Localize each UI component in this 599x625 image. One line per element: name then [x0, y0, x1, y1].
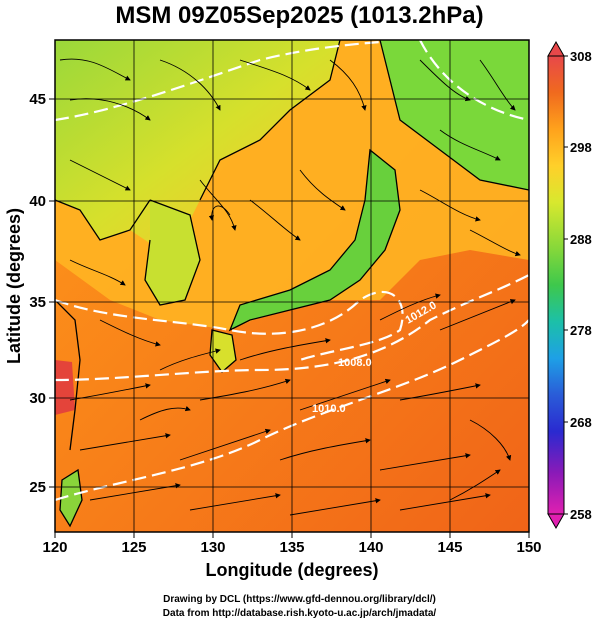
- colorbar-upper-arrow: [547, 40, 565, 57]
- isobar-label-1008: 1008.0: [338, 357, 372, 369]
- y-tick-25: 25: [29, 479, 46, 496]
- x-tick-marks: [54, 532, 530, 538]
- colorbar-lower-arrow: [547, 513, 565, 530]
- coastline-honshu: [228, 148, 401, 332]
- coastline-kyushu: [209, 329, 237, 373]
- coastlines: [55, 40, 529, 528]
- korean-peninsula: [145, 200, 200, 305]
- isobar-label-1010: 1010.0: [312, 403, 346, 415]
- map-title: MSM 09Z05Sep2025 (1013.2hPa): [115, 2, 484, 29]
- isobars: [55, 40, 529, 502]
- coastline-korea: [144, 199, 201, 306]
- x-tick-125: 125: [121, 539, 146, 556]
- colorbar-tick-268: 268: [570, 415, 592, 430]
- colorbar-tick-308: 308: [570, 49, 592, 64]
- lat-lon-grid: [55, 40, 529, 532]
- y-tick-35: 35: [29, 294, 46, 311]
- colorbar-tick-288: 288: [570, 232, 592, 247]
- colorbar: 308 298 288 278 268 258: [547, 40, 592, 530]
- warm-patch-east-china-sea: [55, 360, 75, 415]
- x-axis-label: Longitude (degrees): [205, 560, 378, 580]
- x-tick-145: 145: [437, 539, 462, 556]
- honshu-island: [230, 150, 400, 330]
- y-tick-45: 45: [29, 91, 46, 108]
- credits: Drawing by DCL (https://www.gfd-dennou.o…: [0, 593, 599, 621]
- y-axis-label: Latitude (degrees): [4, 208, 24, 364]
- x-tick-140: 140: [358, 539, 383, 556]
- y-tick-40: 40: [29, 193, 46, 210]
- colorbar-tick-258: 258: [570, 507, 592, 522]
- x-tick-150: 150: [516, 539, 541, 556]
- coastline-primorye: [199, 40, 341, 201]
- isobar-1010: [55, 274, 529, 382]
- coastline-taiwan: [59, 468, 83, 528]
- x-tick-130: 130: [200, 539, 225, 556]
- credit-data-source: Data from http://database.rish.kyoto-u.a…: [162, 608, 437, 619]
- colorbar-scale: [547, 55, 565, 515]
- isobar-northeast: [419, 40, 529, 122]
- kyushu-island: [210, 330, 236, 372]
- isobar-1012: [55, 319, 529, 502]
- coastline-china-north: [55, 199, 151, 241]
- colorbar-tick-298: 298: [570, 140, 592, 155]
- taiwan-island: [60, 470, 82, 526]
- y-tick-30: 30: [29, 390, 46, 407]
- credit-drawing: Drawing by DCL (https://www.gfd-dennou.o…: [163, 594, 436, 605]
- asia-continent: [55, 40, 340, 250]
- coastline-hokkaido: [379, 40, 529, 191]
- y-tick-marks: [49, 98, 55, 488]
- x-tick-135: 135: [279, 539, 304, 556]
- isobar-1008: [55, 290, 404, 362]
- wind-streamlines: [59, 58, 521, 516]
- coastline-china-east: [55, 299, 81, 451]
- x-tick-120: 120: [42, 539, 67, 556]
- colorbar-tick-278: 278: [570, 323, 592, 338]
- isobar-north: [55, 40, 381, 122]
- plot-area: 1008.0 1010.0 1012.0: [55, 40, 529, 532]
